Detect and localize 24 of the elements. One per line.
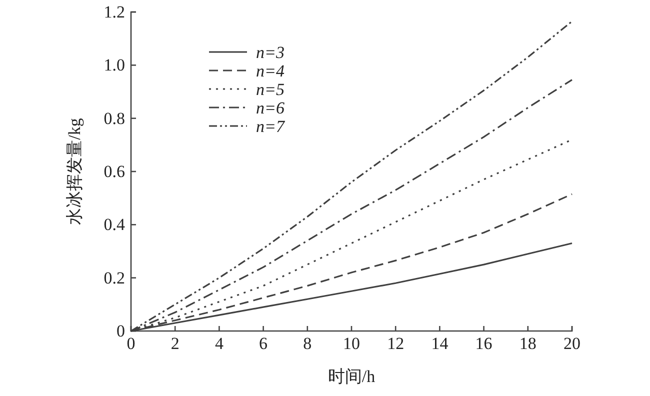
x-tick-label: 18 [519,334,536,354]
x-tick-label: 16 [475,334,492,354]
y-tick-label: 0.8 [104,108,125,128]
legend-label: n=5 [256,80,284,99]
x-tick-label: 14 [431,334,449,354]
y-axis-title: 水冰挥发量/kg [65,118,84,225]
legend-label: n=6 [256,98,285,118]
y-tick-label: 0.2 [104,268,125,288]
x-tick-label: 4 [214,334,224,354]
y-tick-label: 0 [116,321,125,340]
y-tick-label: 1.2 [104,2,125,22]
y-tick-label: 0.6 [104,162,125,181]
x-tick-label: 20 [564,334,580,354]
y-tick-label: 1.0 [104,56,125,75]
legend-label: n=3 [256,43,284,62]
x-tick-label: 10 [343,334,360,354]
x-axis-title: 时间/h [328,367,376,386]
legend-label: n=4 [256,62,285,80]
x-tick-label: 8 [303,334,312,354]
legend-label: n=7 [256,117,286,136]
x-tick-label: 6 [259,334,268,354]
y-tick-label: 0.4 [104,215,126,234]
x-tick-label: 2 [170,334,180,354]
x-tick-label: 12 [387,334,404,354]
